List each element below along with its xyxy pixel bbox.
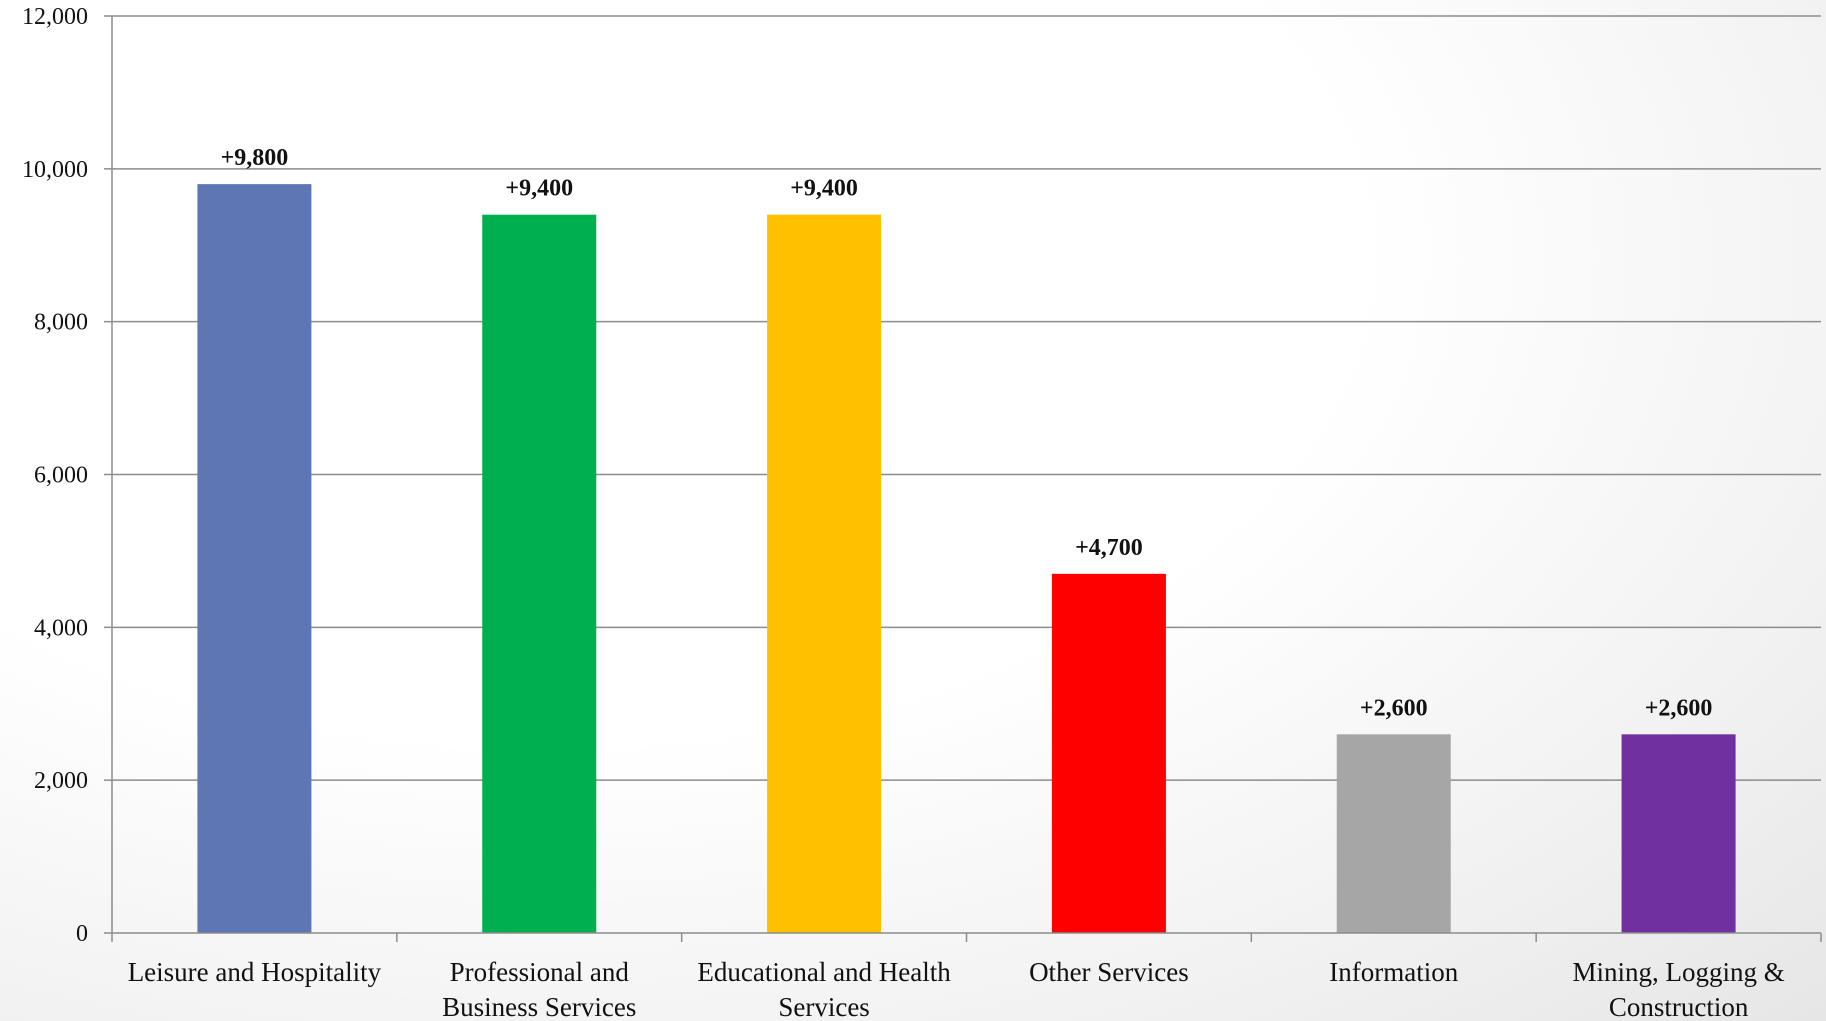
- y-tick-label: 0: [76, 921, 88, 947]
- category-label: Educational and Health Services: [697, 957, 951, 1021]
- category-label-line: Other Services: [1029, 957, 1189, 987]
- axes: [111, 16, 1822, 942]
- y-tick-label: 6,000: [34, 463, 88, 489]
- category-label-line: Business Services: [442, 992, 636, 1021]
- category-label: Leisure and Hospitality: [128, 957, 382, 987]
- bar: [1051, 573, 1166, 933]
- y-tick-label: 10,000: [22, 157, 88, 183]
- category-label-line: Construction: [1609, 992, 1749, 1021]
- y-tick-label: 4,000: [34, 615, 88, 641]
- bar: [482, 214, 597, 933]
- x-axis-labels: Leisure and Hospitality Professional and B…: [128, 957, 1785, 1021]
- category-label-line: Services: [778, 992, 869, 1021]
- data-label: +4,700: [1075, 535, 1143, 561]
- category-label: Other Services: [1029, 957, 1189, 987]
- category-label: Information: [1329, 957, 1458, 987]
- data-label: +2,600: [1360, 695, 1428, 721]
- category-label: Professional and Business Services: [442, 957, 636, 1021]
- data-label: +9,800: [221, 145, 289, 171]
- y-tick-label: 8,000: [34, 310, 88, 336]
- category-label-line: Professional and: [450, 957, 630, 987]
- data-label: +9,400: [790, 176, 858, 202]
- category-label-line: Information: [1329, 957, 1458, 987]
- bar: [767, 214, 882, 933]
- category-label: Mining, Logging & Construction: [1572, 957, 1784, 1021]
- bar: [197, 184, 312, 933]
- data-label: +9,400: [505, 176, 573, 202]
- gridlines: [112, 15, 1821, 781]
- y-tick-label: 12,000: [22, 4, 88, 30]
- y-axis-ticks: 0 2,000 4,000 6,000 8,000 10,000 12,000: [22, 4, 112, 947]
- bar: [1336, 734, 1451, 933]
- data-label: +2,600: [1645, 695, 1713, 721]
- category-label-line: Leisure and Hospitality: [128, 957, 382, 987]
- category-label-line: Educational and Health: [697, 957, 951, 987]
- data-labels: +9,800 +9,400 +9,400 +4,700 +2,600 +2,600: [221, 145, 1713, 721]
- category-label-line: Mining, Logging &: [1572, 957, 1784, 987]
- y-tick-label: 2,000: [34, 768, 88, 794]
- bar: [1621, 734, 1736, 933]
- bars: [197, 184, 1736, 933]
